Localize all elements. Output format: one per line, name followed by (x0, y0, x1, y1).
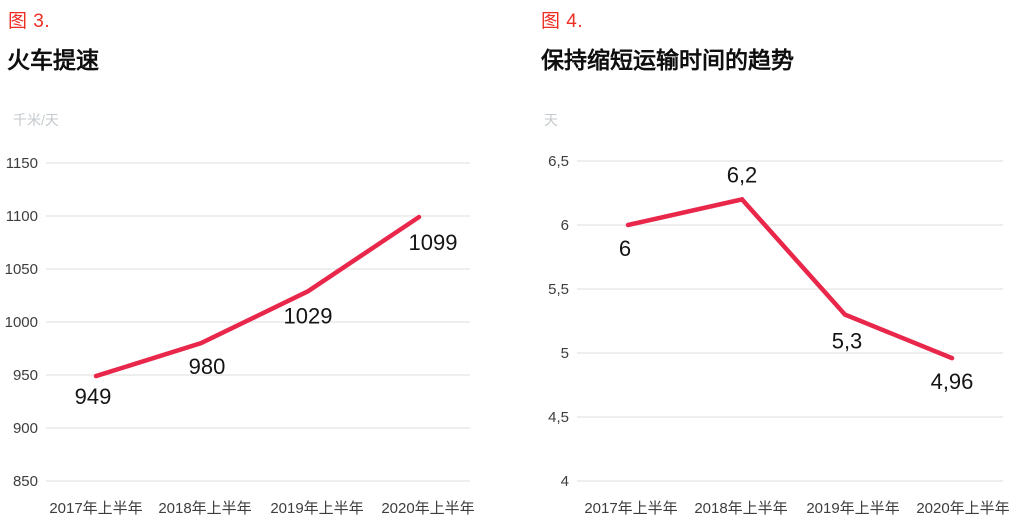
svg-text:2019年上半年: 2019年上半年 (806, 500, 899, 517)
svg-text:5: 5 (561, 345, 569, 362)
figure-3-panel: 图 3. 火车提速 千米/天 1150 1100 1050 1000 950 900 850… (0, 0, 516, 528)
figure-3-number: 图 3. (8, 11, 51, 32)
figure-4-line-chart: 6,5 6 5,5 5 4,5 4 2017年上半年 2018年上半年 2019年上半年 2020… (548, 153, 1010, 517)
svg-text:2020年上半年: 2020年上半年 (916, 500, 1009, 517)
svg-text:4: 4 (561, 473, 569, 490)
svg-text:980: 980 (189, 354, 226, 379)
svg-text:2020年上半年: 2020年上半年 (381, 500, 474, 517)
figure-4-y-axis-unit: 天 (544, 112, 558, 128)
svg-text:6,2: 6,2 (727, 162, 758, 187)
svg-text:4,96: 4,96 (931, 369, 974, 394)
figure-3-y-axis-unit: 千米/天 (13, 112, 59, 128)
svg-text:950: 950 (13, 367, 38, 384)
svg-text:1029: 1029 (284, 303, 333, 328)
svg-text:2017年上半年: 2017年上半年 (584, 500, 677, 517)
svg-text:1000: 1000 (5, 314, 38, 331)
figure-3-title: 火车提速 (7, 47, 99, 73)
svg-text:2018年上半年: 2018年上半年 (158, 500, 251, 517)
svg-text:4,5: 4,5 (548, 409, 569, 426)
svg-text:6: 6 (619, 236, 631, 261)
svg-text:1100: 1100 (6, 208, 38, 225)
svg-text:1099: 1099 (409, 230, 458, 255)
figure-4-title: 保持缩短运输时间的趋势 (541, 47, 794, 73)
figure-4-panel: 图 4. 保持缩短运输时间的趋势 天 6,5 6 5,5 5 4,5 4 2017年上半年 2… (517, 0, 1033, 528)
figure-4-number: 图 4. (541, 11, 584, 32)
svg-text:6,5: 6,5 (548, 153, 569, 170)
svg-text:1050: 1050 (5, 261, 38, 278)
svg-text:6: 6 (561, 217, 569, 234)
svg-text:5,3: 5,3 (832, 329, 863, 354)
svg-text:900: 900 (13, 420, 38, 437)
svg-text:2019年上半年: 2019年上半年 (270, 500, 363, 517)
svg-text:2018年上半年: 2018年上半年 (694, 500, 787, 517)
svg-text:5,5: 5,5 (548, 281, 569, 298)
figure-3-line-chart: 1150 1100 1050 1000 950 900 850 2017年上半年 2018年上半… (5, 155, 475, 517)
svg-text:850: 850 (13, 473, 38, 490)
svg-text:2017年上半年: 2017年上半年 (49, 500, 142, 517)
svg-text:1150: 1150 (6, 155, 38, 172)
svg-text:949: 949 (75, 384, 112, 409)
